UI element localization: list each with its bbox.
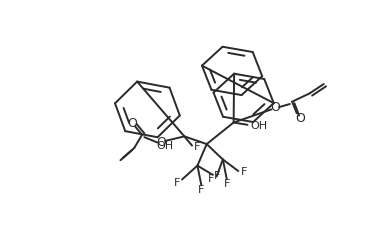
Text: F: F bbox=[208, 174, 214, 184]
Text: F: F bbox=[224, 179, 231, 189]
Text: F: F bbox=[240, 167, 247, 177]
Text: F: F bbox=[174, 178, 180, 188]
Text: O: O bbox=[296, 112, 305, 125]
Text: O: O bbox=[127, 117, 137, 130]
Text: OH: OH bbox=[156, 141, 173, 151]
Text: F: F bbox=[194, 142, 200, 152]
Text: OH: OH bbox=[251, 121, 268, 131]
Text: O: O bbox=[156, 136, 166, 149]
Text: F: F bbox=[214, 171, 221, 181]
Text: F: F bbox=[198, 185, 205, 195]
Text: O: O bbox=[270, 101, 280, 114]
